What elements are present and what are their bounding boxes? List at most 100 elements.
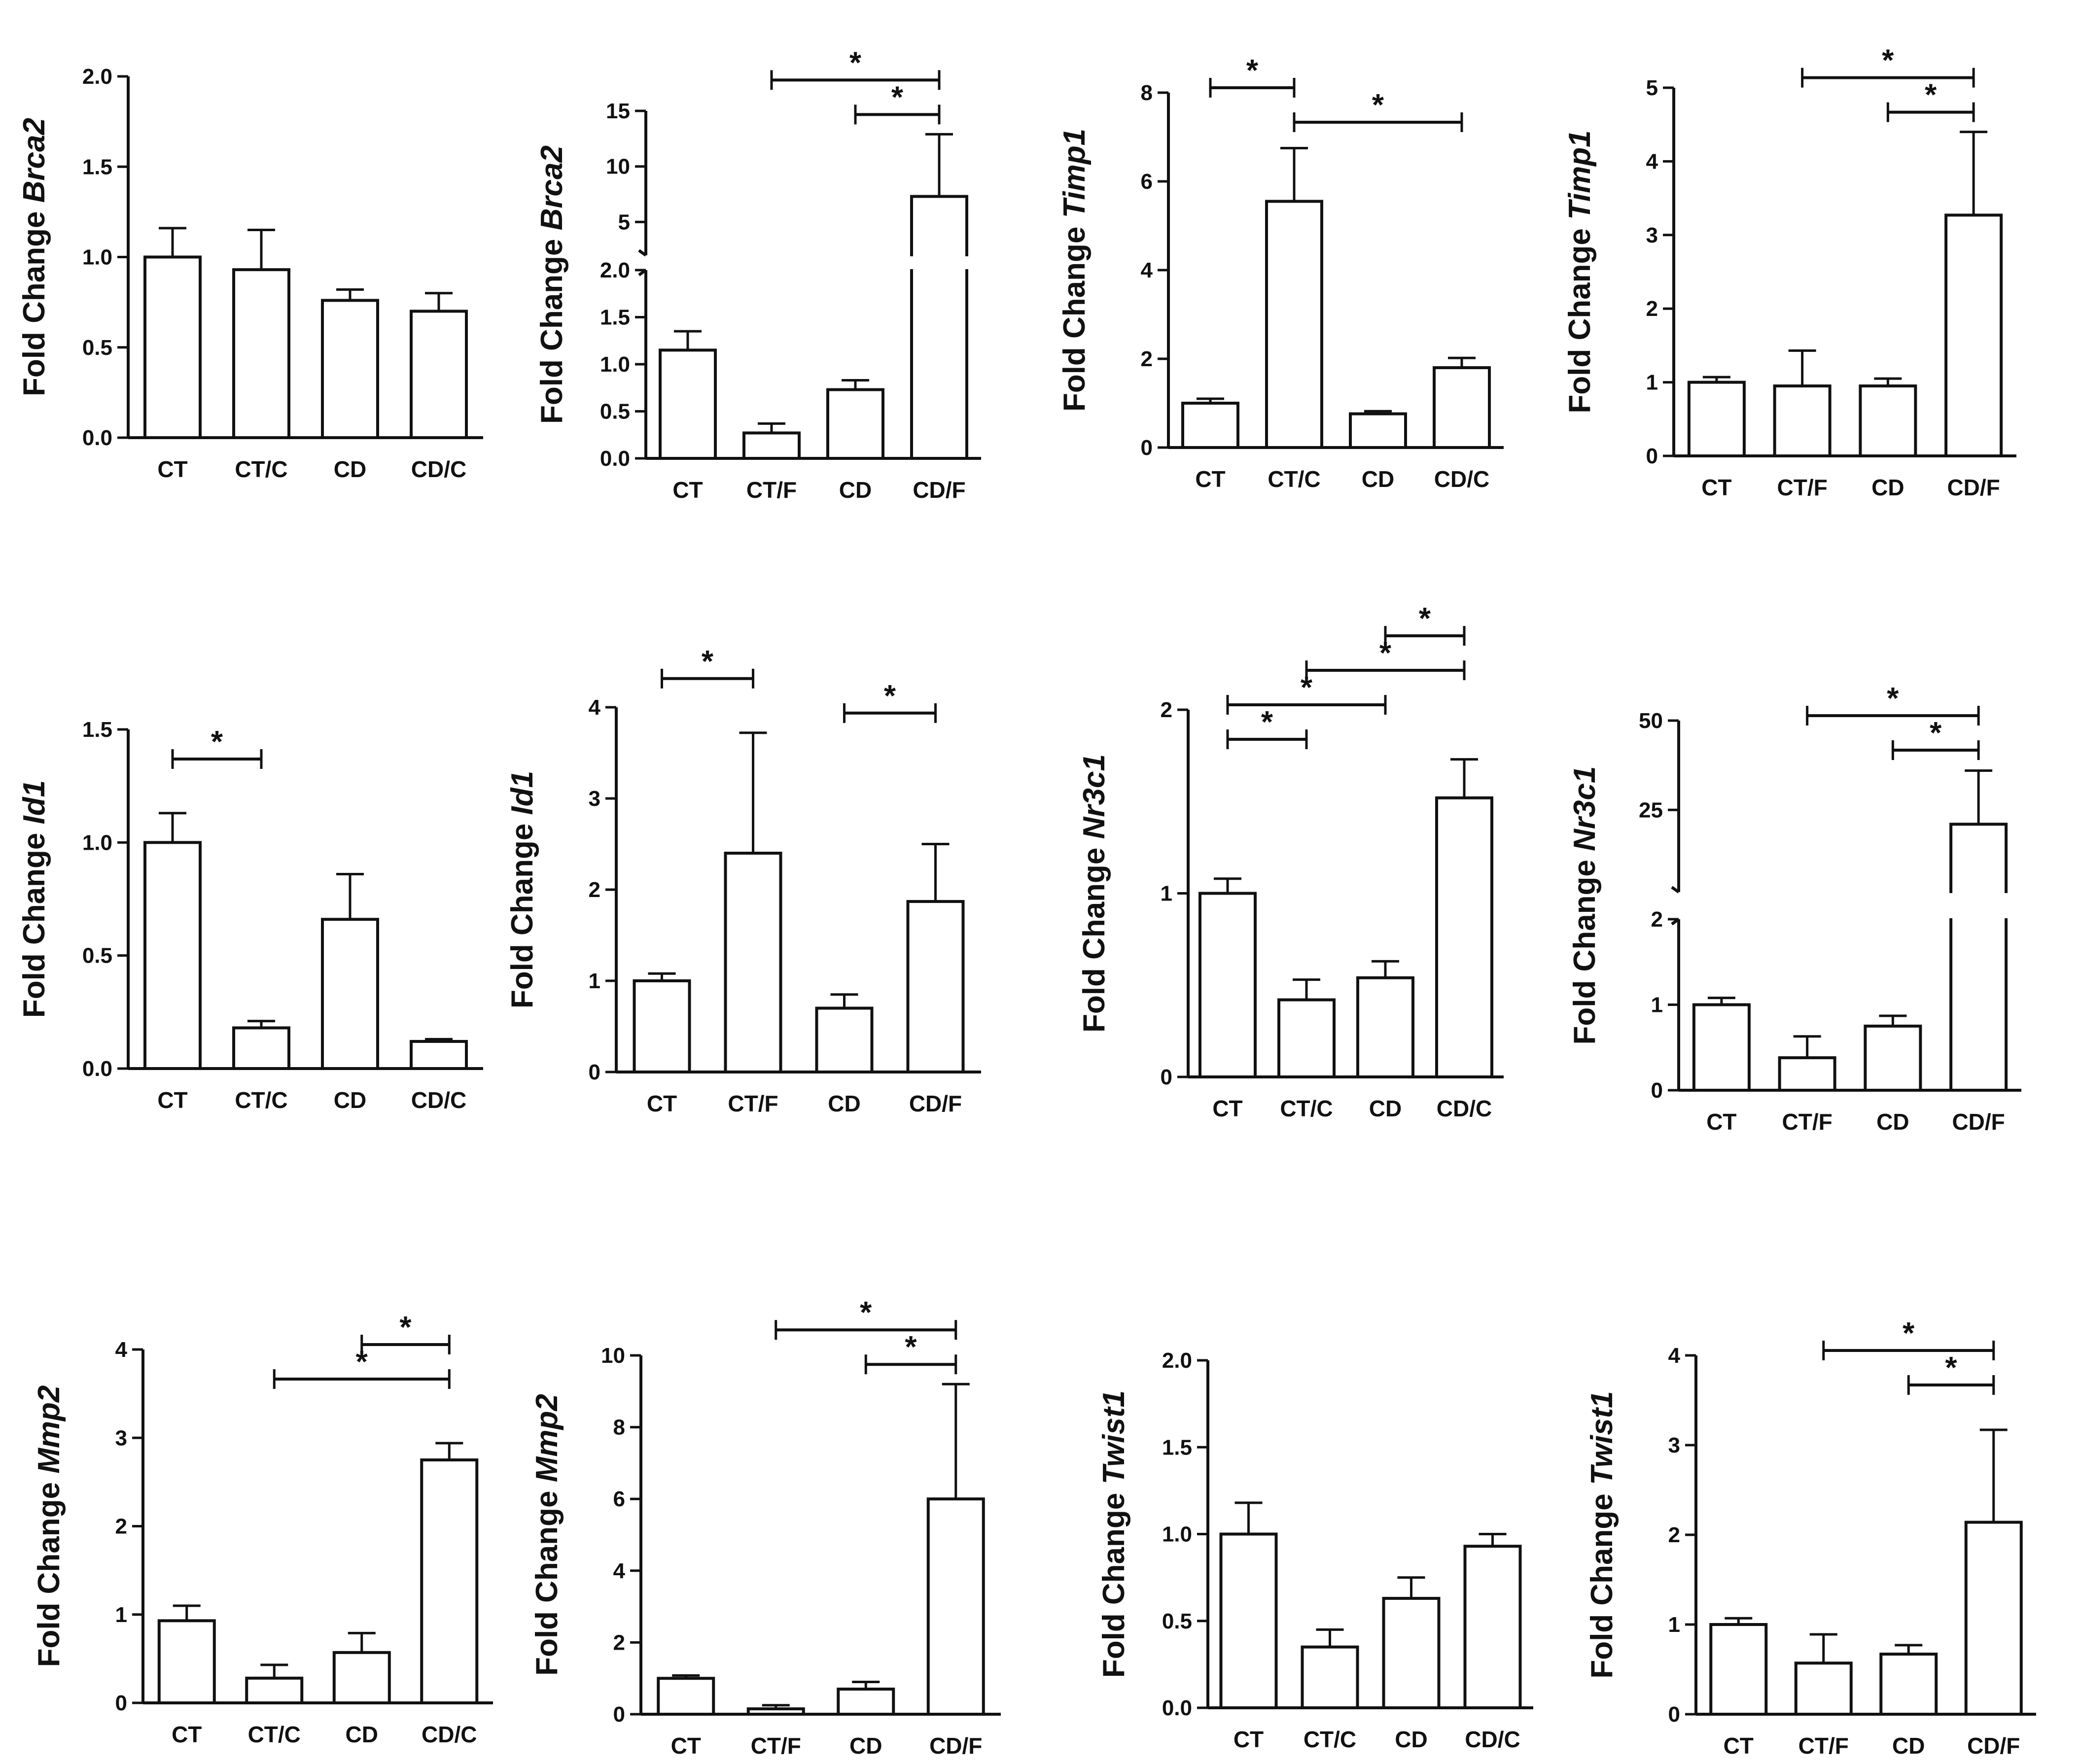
y-tick-label: 0 — [1668, 1702, 1680, 1727]
y-axis-title-gene: Timp1 — [1563, 130, 1597, 219]
bar — [826, 388, 884, 460]
significance-star: * — [1882, 44, 1894, 78]
bar — [410, 310, 468, 439]
category-label: CT — [1724, 1733, 1754, 1759]
category-label: CD/F — [909, 1091, 962, 1116]
category-label: CD/C — [422, 1722, 477, 1747]
y-tick-label: 2 — [1161, 698, 1172, 722]
category-label: CD — [849, 1733, 882, 1759]
category-label: CT — [1195, 466, 1225, 492]
y-axis-title: Fold Change Twist1 — [1585, 1391, 1619, 1678]
bar — [1864, 1024, 1922, 1092]
bar-break-gap — [909, 256, 969, 269]
category-label: CT — [172, 1722, 202, 1747]
y-axis-title-gene: Mmp2 — [32, 1385, 66, 1474]
y-axis-title: Fold Change Nr3c1 — [1568, 766, 1602, 1044]
y-axis-title: Fold Change Nr3c1 — [1077, 754, 1111, 1033]
bar — [321, 918, 379, 1071]
bar — [633, 979, 691, 1073]
y-tick-label: 2 — [589, 878, 600, 902]
y-tick-label: 1.0 — [82, 245, 112, 270]
bar — [926, 1497, 985, 1716]
y-tick-label: 3 — [589, 787, 600, 811]
bar — [143, 841, 202, 1071]
category-label: CT/F — [746, 477, 797, 503]
y-tick-label: 0.5 — [600, 400, 630, 424]
significance-star: * — [1261, 705, 1273, 739]
significance-star: * — [1372, 88, 1384, 122]
y-tick-label: 2.0 — [1162, 1349, 1192, 1373]
significance-star: * — [1903, 1316, 1915, 1350]
y-tick-label: 5 — [618, 210, 630, 234]
bar — [321, 299, 379, 440]
y-axis-title-prefix: Fold Change — [32, 1474, 66, 1667]
y-tick-label: 2 — [1668, 1523, 1680, 1547]
category-label: CD — [1362, 466, 1394, 492]
category-label: CD/C — [1437, 1096, 1492, 1121]
significance-star: * — [860, 1296, 872, 1330]
y-axis-title-prefix: Fold Change — [1585, 1485, 1619, 1679]
bar — [1949, 823, 2008, 1092]
y-tick-label: 0 — [589, 1060, 600, 1084]
y-axis-title-gene: Nr3c1 — [1568, 766, 1602, 851]
category-label: CT/C — [248, 1722, 301, 1747]
y-tick-label: 2 — [1651, 907, 1663, 932]
y-axis-title: Fold Change Timp1 — [1058, 129, 1092, 412]
significance-star: * — [891, 80, 904, 114]
bar — [1265, 200, 1323, 449]
category-label: CT — [1234, 1727, 1264, 1752]
y-tick-label: 2 — [1141, 347, 1153, 371]
y-tick-label: 0 — [1141, 436, 1153, 460]
bar — [1709, 1623, 1768, 1716]
y-tick-label: 4 — [1646, 149, 1658, 173]
y-tick-label: 4 — [613, 1559, 626, 1583]
y-axis-title-gene: Mmp2 — [530, 1394, 564, 1482]
bar — [157, 1619, 216, 1705]
y-tick-label: 2 — [613, 1630, 625, 1655]
y-tick-label: 2 — [115, 1515, 127, 1539]
category-label: CT/F — [1798, 1733, 1849, 1759]
category-label: CT — [671, 1733, 701, 1759]
bar — [1964, 1521, 2023, 1716]
y-axis-title: Fold Change Mmp2 — [32, 1385, 66, 1667]
bar — [1356, 976, 1414, 1078]
bar — [1944, 213, 2003, 457]
y-axis-title-prefix: Fold Change — [535, 230, 569, 424]
y-tick-label: 0.0 — [82, 426, 112, 450]
bar — [1382, 1596, 1441, 1710]
chart-panel-5: 0.0 0.5 1.0 1.5 CT CT/C CD CD/C Fold Change Id1 * — [17, 718, 483, 1113]
chart-panel-9: 0 1 2 3 4 CT CT/C CD CD/C Fold Change Mmp2 * * — [32, 1311, 493, 1747]
y-tick-label: 0.5 — [82, 944, 112, 968]
significance-star: * — [356, 1345, 368, 1379]
bar — [1463, 1545, 1522, 1710]
category-label: CT/F — [728, 1091, 778, 1116]
category-label: CT/F — [751, 1733, 801, 1759]
significance-star: * — [1930, 716, 1942, 750]
category-label: CD/F — [1952, 1109, 2005, 1135]
y-tick-label: 10 — [606, 155, 630, 179]
bar — [724, 852, 782, 1073]
y-axis-title: Fold Change Id1 — [17, 780, 51, 1018]
category-label: CT/C — [1304, 1727, 1356, 1752]
significance-star: * — [1945, 1351, 1957, 1385]
y-tick-label: 1 — [1651, 993, 1663, 1017]
y-tick-label: 0.0 — [1162, 1696, 1192, 1720]
y-tick-label: 8 — [613, 1416, 625, 1440]
bar — [143, 255, 202, 439]
y-tick-label: 4 — [1141, 258, 1153, 282]
bar — [1687, 380, 1746, 457]
category-label: CD — [346, 1722, 378, 1747]
chart-panel-6: 0 1 2 3 4 CT CT/F CD CD/F Fold Change Id1 * * — [505, 645, 981, 1116]
y-tick-label: 1 — [1161, 882, 1172, 906]
bar — [1773, 384, 1832, 457]
significance-star: * — [849, 46, 862, 80]
bar — [1879, 1653, 1938, 1716]
y-axis-title-gene: Id1 — [505, 771, 539, 815]
y-tick-label: 0 — [613, 1702, 625, 1727]
category-label: CT — [672, 477, 703, 503]
significance-star: * — [1925, 78, 1937, 112]
bar — [906, 900, 965, 1074]
significance-star: * — [1887, 682, 1899, 716]
bar-break-gap — [1948, 893, 2009, 918]
